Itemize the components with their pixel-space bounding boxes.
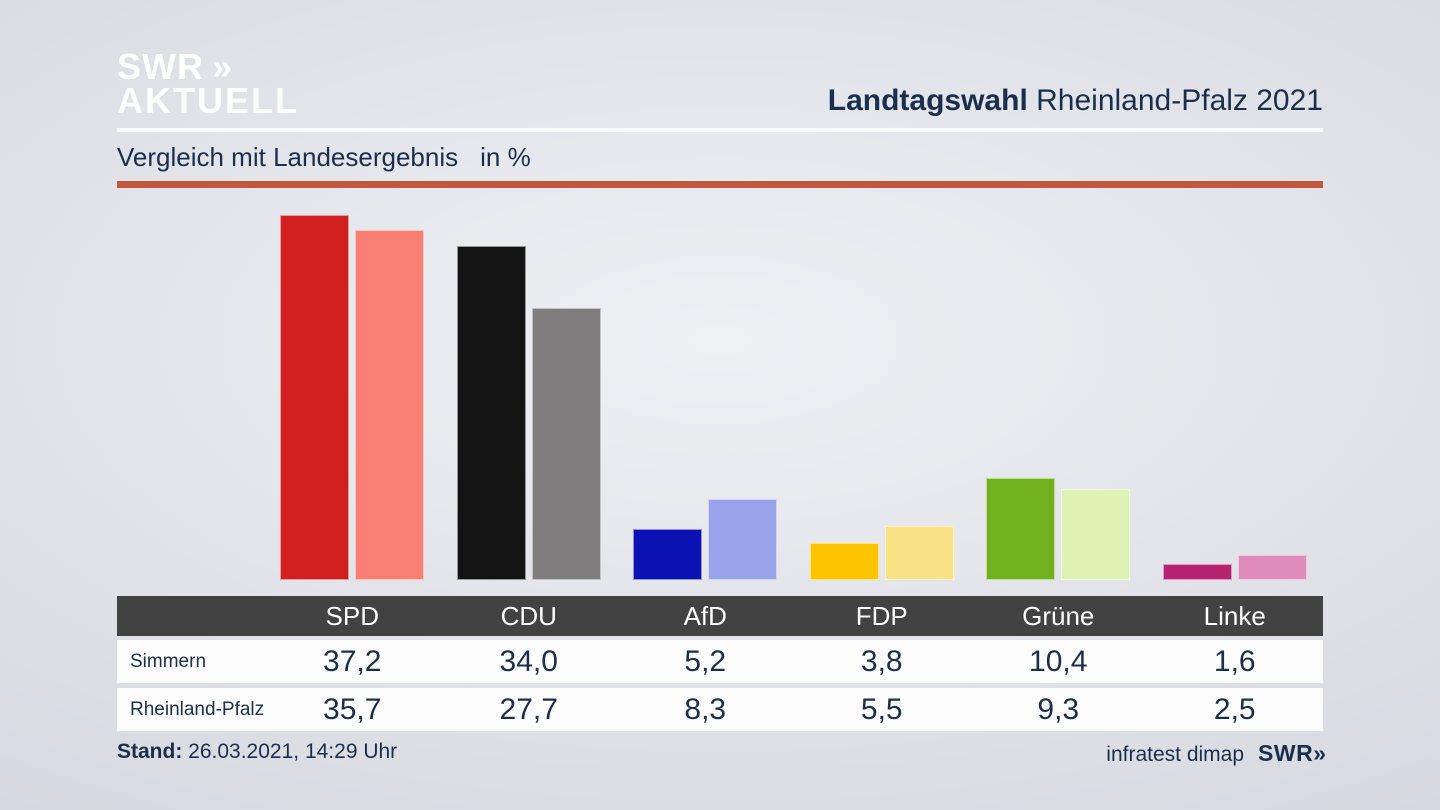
bar-afd-rheinland-pfalz xyxy=(708,499,778,580)
logo-line1: SWR» xyxy=(117,49,299,85)
value-fdp-simmern: 3,8 xyxy=(860,644,903,678)
column-header-linke: Linke xyxy=(1203,601,1266,631)
source-text: infratest dimap xyxy=(1106,743,1245,766)
brand-chevrons-icon: » xyxy=(1313,740,1326,766)
bar-cdu-rheinland-pfalz xyxy=(531,308,601,580)
value-afd-rheinland-pfalz: 8,3 xyxy=(684,692,727,726)
row-label-rheinland-pfalz: Rheinland-Pfalz xyxy=(130,698,265,720)
column-header-afd: AfD xyxy=(683,601,727,631)
bar-fdp-simmern xyxy=(809,543,879,580)
value-fdp-rheinland-pfalz: 5,5 xyxy=(860,692,903,726)
table-header-spacer xyxy=(117,596,264,636)
column-header-cdu: CDU xyxy=(500,601,557,631)
header-divider xyxy=(117,128,1323,132)
value-linke-rheinland-pfalz: 2,5 xyxy=(1213,692,1256,726)
bar-fdp-rheinland-pfalz xyxy=(884,526,954,580)
table-row: Rheinland-Pfalz 35,7 27,7 8,3 5,5 9,3 2,5 xyxy=(117,688,1323,731)
bar-linke-simmern xyxy=(1162,564,1232,580)
accent-rule xyxy=(117,181,1323,188)
bar-grne-rheinland-pfalz xyxy=(1061,489,1131,580)
value-grne-rheinland-pfalz: 9,3 xyxy=(1037,692,1080,726)
stand-value: 26.03.2021, 14:29 Uhr xyxy=(188,740,398,763)
value-afd-simmern: 5,2 xyxy=(684,644,727,678)
brand-text: SWR xyxy=(1258,740,1314,766)
logo-swr-text: SWR xyxy=(117,46,204,87)
bar-afd-simmern xyxy=(633,529,703,580)
row-label-simmern: Simmern xyxy=(130,650,207,672)
table-row: Simmern 37,2 34,0 5,2 3,8 10,4 1,6 xyxy=(117,640,1323,683)
table-header-row: SPD CDU AfD FDP Grüne Linke xyxy=(117,596,1323,636)
bar-spd-simmern xyxy=(280,215,350,580)
title-bold: Landtagswahl xyxy=(827,84,1028,117)
value-linke-simmern: 1,6 xyxy=(1213,644,1256,678)
value-grne-simmern: 10,4 xyxy=(1029,644,1088,678)
bar-spd-rheinland-pfalz xyxy=(355,230,425,580)
logo-chevrons-icon: » xyxy=(212,46,232,87)
page-title: Landtagswahl Rheinland-Pfalz 2021 xyxy=(828,84,1323,118)
bar-cdu-simmern xyxy=(456,246,526,580)
value-cdu-simmern: 34,0 xyxy=(499,644,558,678)
bar-grne-simmern xyxy=(986,478,1056,580)
swr-aktuell-logo: SWR» AKTUELL xyxy=(117,49,299,121)
bar-chart xyxy=(117,214,1323,580)
column-header-spd: SPD xyxy=(325,601,379,631)
chart-subtitle: Vergleich mit Landesergebnis in % xyxy=(117,142,531,173)
column-header-grne: Grüne xyxy=(1022,601,1095,631)
column-header-fdp: FDP xyxy=(855,601,908,631)
title-rest: Rheinland-Pfalz 2021 xyxy=(1036,84,1323,117)
value-spd-rheinland-pfalz: 35,7 xyxy=(323,692,382,726)
subtitle-text: Vergleich mit Landesergebnis xyxy=(117,142,459,172)
value-spd-simmern: 37,2 xyxy=(323,644,382,678)
stand-timestamp: Stand: 26.03.2021, 14:29 Uhr xyxy=(117,740,397,764)
source-credit: infratest dimap SWR» xyxy=(1106,740,1326,767)
stand-label: Stand: xyxy=(117,740,183,763)
subtitle-unit: in % xyxy=(480,142,531,172)
value-cdu-rheinland-pfalz: 27,7 xyxy=(499,692,558,726)
bar-linke-rheinland-pfalz xyxy=(1237,555,1307,580)
swr-brand-logo: SWR» xyxy=(1258,740,1326,767)
logo-aktuell-text: AKTUELL xyxy=(117,80,299,121)
